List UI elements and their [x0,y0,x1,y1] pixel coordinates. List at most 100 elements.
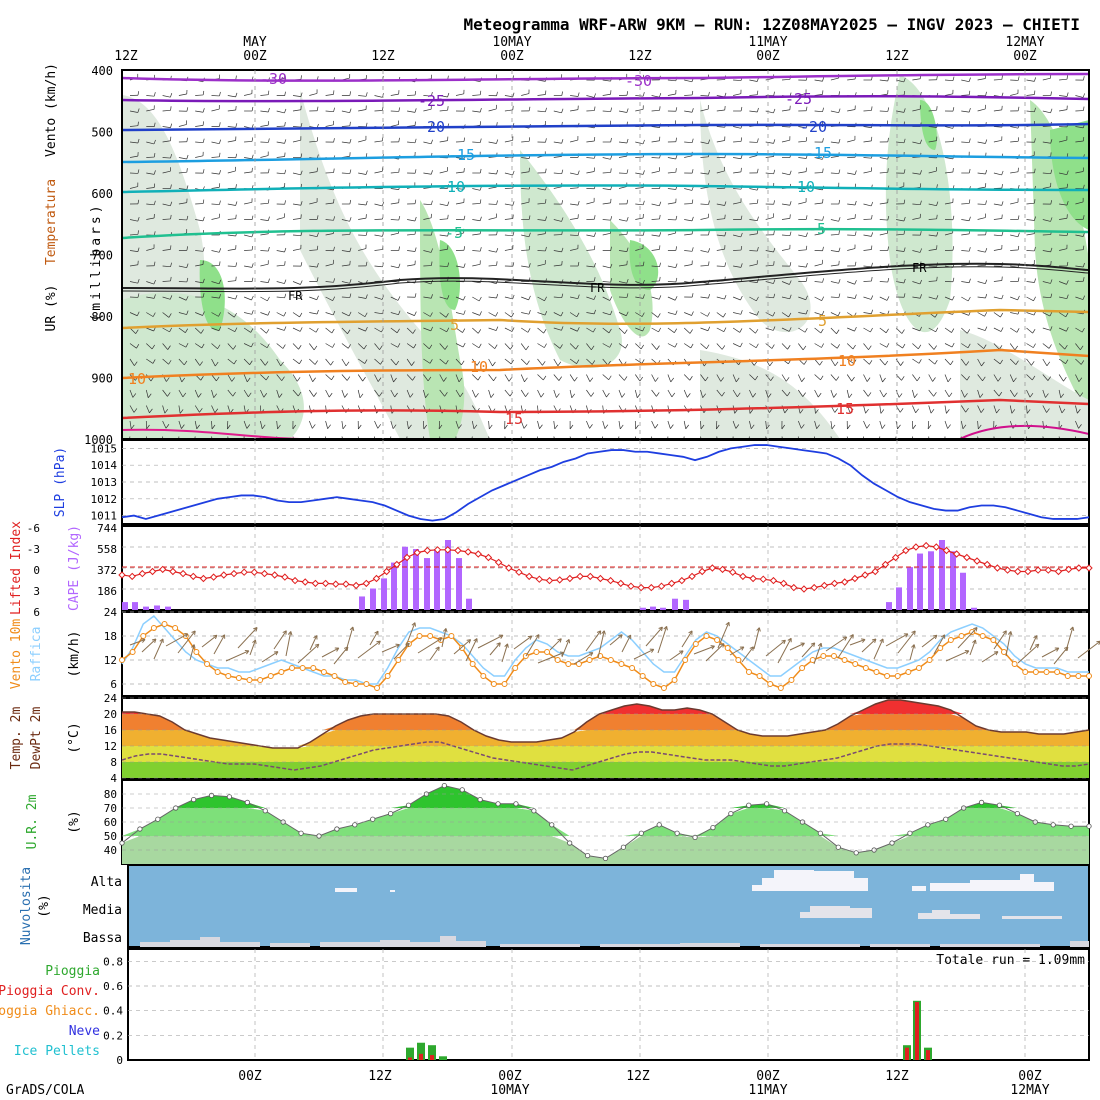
rh-point [477,796,483,803]
bottom-tick-date: 12MAY [1010,1083,1049,1098]
cloud-bassa-bar [220,942,260,947]
wind-point [884,673,891,679]
lifted-point [576,572,584,581]
lifted-point [423,546,432,555]
lifted-point [1064,565,1073,574]
cloud-bassa-bar [870,944,930,947]
legend-neve: Neve [69,1024,100,1039]
rh-band [122,785,1089,808]
label-dewpt2m: DewPt 2m [29,707,44,770]
precip-panel: 0 0.2 0.4 0.6 0.8 Totale run = 1.09mm Pioggi… [0,948,1090,1067]
pressure-tick: 600 [91,187,113,201]
rh-point [853,850,859,856]
cape-bar [165,606,171,610]
lifted-point [912,543,920,551]
lifted-point [820,581,829,590]
lifted-point [942,546,951,555]
svg-text:15: 15 [836,400,854,418]
cloud-bassa-bar [456,941,486,947]
svg-text:15: 15 [505,410,523,428]
wind-point [119,657,125,663]
pressure-tick: 1000 [84,433,113,447]
wind-point [246,677,253,683]
rh-point [513,801,519,807]
pressure-tick: 700 [91,249,113,263]
lifted-point [382,567,391,576]
wind-point [448,633,455,639]
lifted-point [637,583,645,592]
lifted-point [1034,566,1042,574]
wind-point [331,673,338,679]
bottom-tick-hour: 00Z [756,1069,780,1084]
cloud-alta-bar [1034,882,1054,891]
lifted-point [301,578,309,586]
rh-point [943,816,949,822]
lifted-point [515,568,523,576]
cape-bar [928,551,934,610]
label-lifted: Lifted Index [9,521,24,615]
lifted-point [566,574,574,583]
cloud-media-bar [810,906,850,918]
lifted-point [270,571,279,579]
rain-bar [428,1045,436,1060]
wind-point [490,681,497,687]
cape-bar [359,596,365,610]
lifted-point [983,560,991,569]
wind-point [735,657,742,663]
cape-panel: 744 558 372 186 -6 -3 0 3 6 Lifted Index CAPE (J… [9,521,1093,619]
lifted-point [1024,567,1032,576]
lifted-point [688,572,696,581]
wind-point [384,673,391,679]
rh-point [638,830,644,836]
svg-text:-15: -15 [448,146,475,164]
rh-tick: 60 [104,816,117,829]
rh-point [764,801,770,807]
cape-bar [683,599,689,610]
wind-point [958,633,965,639]
wind-point [1086,673,1092,679]
rain-conv-bar [430,1055,434,1060]
temp-tick: 24 [104,692,118,705]
svg-text:-20: -20 [800,118,827,136]
label-pct: (%) [67,810,82,833]
rh-point [567,840,573,846]
rh-point [602,855,609,862]
temp-line [122,699,1090,749]
cape-bar [896,587,902,610]
legend-pioggia-conv: Pioggia Conv. [0,984,100,999]
wind-point [915,665,922,671]
rh-point [925,822,931,828]
rh-point [155,816,161,822]
rh-band [122,808,1089,836]
wind-point [480,673,487,679]
lifted-point [861,571,869,579]
lifted-point [230,569,238,578]
cape-bar [370,588,376,610]
cape-bar [939,540,945,610]
lifted-point [291,576,299,585]
rh-point [1050,822,1056,828]
rh-tick: 70 [104,802,117,815]
totale-run: Totale run = 1.09mm [936,953,1085,968]
rh-point [1068,823,1074,829]
cloud-bassa-bar [760,944,860,947]
wind-point [1032,669,1039,675]
label-ur: UR (%) [44,285,59,332]
lifted-point [769,576,778,585]
label-temperatura: Temperatura [44,179,59,265]
wind-point [257,677,264,683]
wind-point [565,661,572,667]
wind-point [193,649,200,655]
wind-point [841,657,848,663]
rh-point [370,816,376,822]
wind-point [756,673,763,679]
rh-point [584,852,591,859]
precip-tick: 0.4 [103,1005,123,1018]
svg-text:10: 10 [470,358,488,376]
legend-pioggia-ghiacc: Pioggia Ghiacc. [0,1004,100,1019]
lifted-point [851,574,859,583]
lifted-point [993,564,1002,572]
lifted-tick: 0 [33,564,40,577]
lifted-point [779,579,788,588]
wind-point [533,649,540,655]
